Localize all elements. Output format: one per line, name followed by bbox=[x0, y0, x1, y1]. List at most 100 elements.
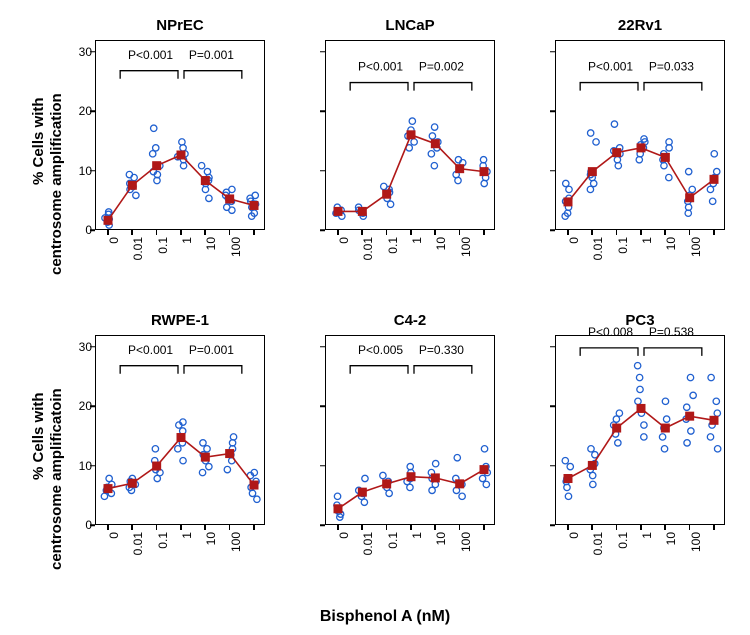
y-tick-label: 20 bbox=[62, 399, 92, 413]
scatter-point bbox=[429, 133, 435, 139]
scatter-point bbox=[713, 398, 719, 404]
scatter-point bbox=[175, 446, 181, 452]
y-tick-label: 20 bbox=[62, 104, 92, 118]
panel-title: C4-2 bbox=[325, 312, 495, 329]
x-tick bbox=[229, 525, 231, 530]
scatter-point bbox=[666, 174, 672, 180]
mean-marker bbox=[685, 412, 694, 421]
panel-LNCaP: LNCaPP<0.001P=0.00200.010.1110100 bbox=[285, 15, 500, 280]
x-tick-label: 100 bbox=[459, 532, 473, 572]
scatter-point bbox=[428, 151, 434, 157]
scatter-point bbox=[588, 446, 594, 452]
mean-marker bbox=[564, 474, 573, 483]
chart-svg: P<0.001P=0.001 bbox=[96, 336, 266, 526]
y-tick bbox=[550, 51, 555, 53]
x-tick bbox=[567, 525, 569, 530]
x-tick bbox=[253, 230, 255, 235]
scatter-point bbox=[362, 475, 368, 481]
bracket-right bbox=[644, 348, 702, 356]
x-tick bbox=[713, 525, 715, 530]
scatter-point bbox=[153, 145, 159, 151]
scatter-point bbox=[684, 440, 690, 446]
x-tick bbox=[107, 525, 109, 530]
x-tick-label: 0.01 bbox=[361, 237, 375, 277]
x-tick-label: 0.01 bbox=[131, 237, 145, 277]
bracket-left bbox=[580, 348, 638, 356]
x-tick-label: 1 bbox=[410, 532, 424, 572]
mean-marker bbox=[480, 465, 489, 474]
x-tick bbox=[204, 230, 206, 235]
x-tick bbox=[229, 230, 231, 235]
x-tick-label: 0 bbox=[337, 237, 351, 277]
x-tick-label: 10 bbox=[434, 237, 448, 277]
x-tick bbox=[434, 230, 436, 235]
x-tick-label: 0 bbox=[567, 532, 581, 572]
scatter-point bbox=[662, 398, 668, 404]
chart-svg: P<0.008P=0.538 bbox=[556, 336, 726, 526]
bracket-right bbox=[184, 71, 242, 79]
scatter-point bbox=[709, 198, 715, 204]
plot-area: P<0.001P=0.002 bbox=[325, 40, 495, 230]
scatter-point bbox=[252, 192, 258, 198]
plot-area: P<0.001P=0.033 bbox=[555, 40, 725, 230]
x-tick bbox=[689, 230, 691, 235]
mean-marker bbox=[152, 462, 161, 471]
pvalue-right: P=0.001 bbox=[189, 343, 234, 357]
mean-marker bbox=[128, 479, 137, 488]
scatter-point bbox=[708, 374, 714, 380]
mean-marker bbox=[152, 161, 161, 170]
mean-marker bbox=[661, 424, 670, 433]
x-tick bbox=[434, 525, 436, 530]
scatter-point bbox=[454, 455, 460, 461]
x-tick bbox=[459, 230, 461, 235]
mean-marker bbox=[455, 164, 464, 173]
x-tick-label: 1 bbox=[180, 532, 194, 572]
scatter-point bbox=[641, 422, 647, 428]
x-tick-label: 1 bbox=[410, 237, 424, 277]
x-tick-label: 1 bbox=[640, 237, 654, 277]
mean-marker bbox=[431, 473, 440, 482]
x-tick bbox=[640, 230, 642, 235]
x-tick-label: 0.1 bbox=[156, 237, 170, 277]
y-tick bbox=[320, 170, 325, 172]
scatter-point bbox=[224, 466, 230, 472]
mean-marker bbox=[710, 416, 719, 425]
scatter-point bbox=[334, 493, 340, 499]
mean-marker bbox=[225, 449, 234, 458]
mean-marker bbox=[334, 207, 343, 216]
x-tick bbox=[361, 230, 363, 235]
x-tick-label: 1 bbox=[640, 532, 654, 572]
mean-marker bbox=[250, 481, 259, 490]
bracket-left bbox=[350, 83, 408, 91]
scatter-point bbox=[483, 481, 489, 487]
scatter-point bbox=[636, 374, 642, 380]
x-tick-label: 100 bbox=[689, 237, 703, 277]
y-tick bbox=[550, 229, 555, 231]
x-tick-label: 10 bbox=[434, 532, 448, 572]
y-tick-label: 30 bbox=[62, 340, 92, 354]
y-tick bbox=[550, 111, 555, 113]
panel-title: RWPE-1 bbox=[95, 312, 265, 329]
scatter-point bbox=[616, 410, 622, 416]
x-tick bbox=[131, 525, 133, 530]
scatter-point bbox=[204, 168, 210, 174]
scatter-point bbox=[687, 374, 693, 380]
scatter-point bbox=[641, 434, 647, 440]
y-tick bbox=[320, 346, 325, 348]
mean-marker bbox=[128, 181, 137, 190]
x-tick-label: 1 bbox=[180, 237, 194, 277]
scatter-point bbox=[431, 162, 437, 168]
x-tick-label: 0.1 bbox=[616, 532, 630, 572]
mean-marker bbox=[480, 167, 489, 176]
mean-marker bbox=[201, 453, 210, 462]
scatter-point bbox=[204, 446, 210, 452]
panel-title: NPrEC bbox=[95, 17, 265, 34]
scatter-point bbox=[659, 434, 665, 440]
x-tick bbox=[713, 230, 715, 235]
scatter-point bbox=[387, 201, 393, 207]
y-axis-label-row2-line1: % Cells with bbox=[30, 392, 47, 480]
scatter-point bbox=[587, 130, 593, 136]
plot-area: P<0.008P=0.538 bbox=[555, 335, 725, 525]
bracket-right bbox=[414, 83, 472, 91]
scatter-point bbox=[615, 440, 621, 446]
